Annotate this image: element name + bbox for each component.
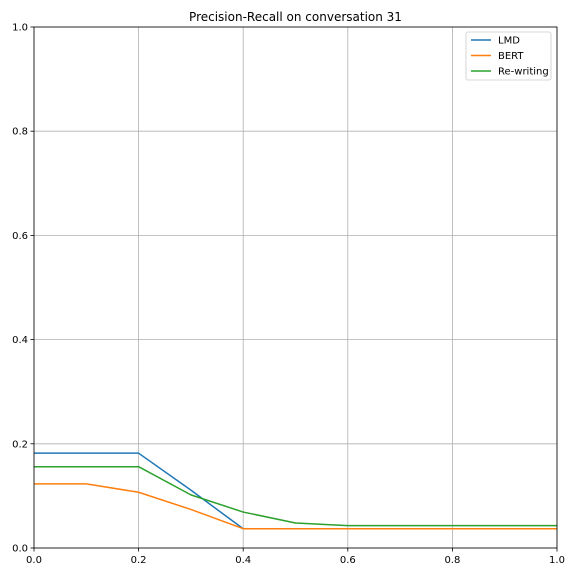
y-tick-label: 0.8: [12, 127, 28, 138]
x-tick-label: 1.0: [549, 555, 565, 566]
x-tick-label: 0.0: [26, 555, 42, 566]
legend: LMD BERT Re-writing: [465, 31, 552, 81]
legend-box: [465, 31, 552, 81]
y-tick-label: 0.4: [12, 335, 28, 346]
series-line-lmd: [34, 452, 557, 530]
legend-label-lmd: LMD: [498, 36, 520, 47]
x-tick-label: 0.2: [131, 555, 147, 566]
grid: [33, 26, 558, 549]
legend-label-re-writing: Re-writing: [498, 67, 549, 78]
y-tick-label: 1.0: [12, 23, 28, 34]
x-tick-label: 0.8: [444, 555, 460, 566]
legend-label-bert: BERT: [498, 51, 524, 62]
series-line-re-writing: [34, 465, 557, 527]
y-tick-label: 0.2: [12, 439, 28, 450]
series-line-bert: [34, 483, 557, 530]
axes-frame: [33, 26, 558, 549]
chart-title: Precision-Recall on conversation 31: [189, 10, 402, 24]
y-tick-label: 0.6: [12, 231, 28, 242]
x-tick-label: 0.6: [340, 555, 356, 566]
ticks: 0.0 0.2 0.4 0.6 0.8 1.0 0.0 0.2 0.4 0.6 0.8 1.0: [12, 23, 565, 567]
x-tick-label: 0.4: [235, 555, 251, 566]
y-tick-label: 0.0: [12, 544, 28, 555]
series-layer: [34, 452, 557, 530]
